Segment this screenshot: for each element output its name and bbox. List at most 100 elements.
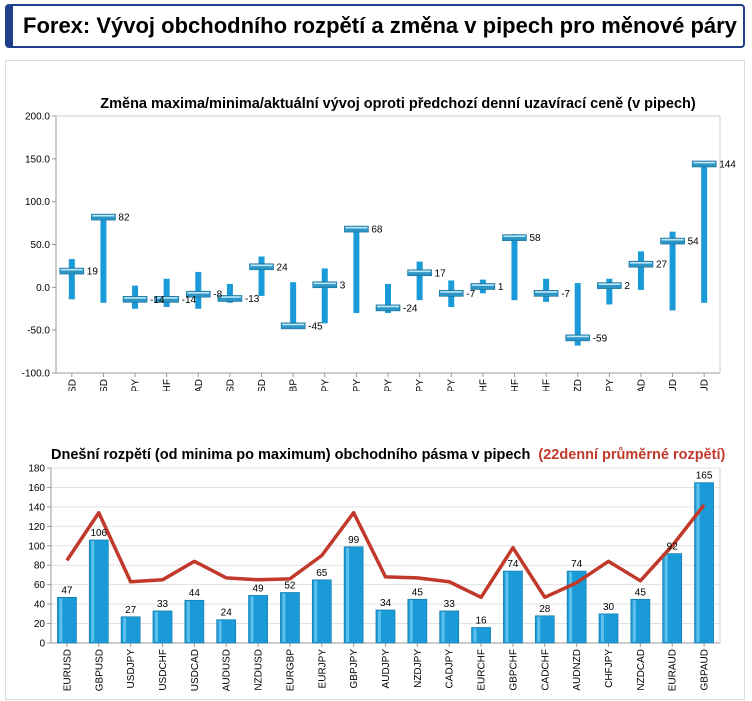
chart2-y-tick-label: 140 — [28, 502, 45, 513]
chart1-data-label: -8 — [213, 290, 222, 301]
chart1-data-label: 17 — [435, 268, 447, 279]
bar-highlight — [282, 593, 286, 642]
chart2-y-tick-label: 0 — [39, 639, 45, 650]
bar-highlight — [505, 572, 509, 642]
range-bar-usdcad — [195, 271, 202, 309]
chart2-x-tick-label: NZDJPY — [413, 649, 424, 688]
chart1-data-label: 58 — [529, 233, 541, 244]
current-marker-usdcad — [185, 290, 211, 298]
chart1-data-label: -13 — [245, 294, 260, 305]
chart1-data-label: -7 — [466, 289, 475, 300]
range-bar-eurjpy — [321, 268, 328, 324]
chart2-title-suffix: (22denní průměrné rozpětí) — [538, 447, 725, 463]
range-bar-nzdcad — [637, 251, 644, 290]
current-marker-highlight — [313, 282, 336, 285]
page-title: Forex: Vývoj obchodního rozpětí a změna … — [23, 13, 737, 38]
avg-22d-line — [65, 503, 706, 600]
chart2-y-tick-label: 60 — [34, 580, 46, 591]
chart2-x-tick-label: EURUSD — [62, 649, 73, 691]
chart2-x-tick-label: GBPUSD — [94, 649, 105, 691]
current-marker-highlight — [661, 238, 684, 241]
header-accent — [7, 6, 13, 46]
current-marker-chfjpy — [597, 282, 622, 289]
current-marker-highlight — [60, 268, 83, 271]
current-marker-audusd — [217, 295, 243, 302]
bar-highlight — [600, 614, 604, 642]
chart2-y-tick-label: 160 — [28, 483, 45, 494]
current-marker-highlight — [250, 264, 273, 267]
chart1-title: Změna maxima/minima/aktuální vývoj oprot… — [100, 96, 696, 112]
chart2-x-tick-label: AUDJPY — [381, 649, 392, 689]
chart1-x-tick-label: NZDJPY — [415, 379, 426, 391]
chart1-y-tick-label: 100.0 — [25, 197, 50, 208]
range-bar-audjpy — [385, 283, 391, 314]
current-marker-eurjpy — [312, 281, 338, 289]
current-marker-highlight — [124, 297, 147, 299]
chart2-x-tick-label: EURCHF — [477, 649, 488, 691]
chart1-x-tick-label: USDCAD — [194, 379, 205, 391]
chart2-data-label: 34 — [380, 598, 392, 609]
chart1-x-tick-label: GBPAUD — [700, 379, 711, 391]
range-bar-eurusd — [68, 259, 75, 300]
current-marker-usdjpy — [122, 296, 148, 303]
chart1-data-label: 19 — [87, 267, 99, 278]
chart1-x-tick-label: AUDNZD — [573, 379, 584, 391]
chart2-data-label: 49 — [253, 583, 265, 594]
bar-highlight — [537, 616, 541, 642]
chart2-x-tick-label: USDJPY — [126, 649, 137, 689]
chart2-y-ticks: 180 160 140 120 100 80 60 40 20 0 — [28, 464, 45, 650]
current-marker-eurchf — [470, 283, 496, 290]
chart1-x-tick-label: EURCHF — [478, 379, 489, 391]
range-bar-nzdusd — [258, 256, 265, 296]
chart2-y-tick-label: 100 — [28, 541, 45, 552]
chart2-data-label: 106 — [90, 528, 107, 539]
chart2-y-tick-label: 80 — [34, 561, 46, 572]
chart1-x-tick-label: GBPJPY — [352, 379, 363, 391]
bar-highlight — [409, 600, 413, 642]
bar-highlight — [314, 580, 318, 642]
current-marker-highlight — [345, 226, 368, 229]
range-bar-gbpaud — [701, 161, 708, 303]
chart2-data-label: 52 — [284, 580, 296, 591]
current-marker-gbpusd — [91, 213, 116, 221]
chart2-x-tick-label: EURGBP — [285, 649, 296, 692]
chart2-y-tick-label: 180 — [28, 464, 45, 475]
range-bar-audnzd — [574, 283, 581, 346]
range-bar-gbpjpy — [353, 227, 360, 314]
bar-highlight — [91, 540, 95, 642]
bar-highlight — [632, 600, 636, 642]
chart2-avg-line — [65, 503, 706, 600]
chart1-x-tick-label: GBPUSD — [99, 379, 110, 391]
chart1-data-label: 68 — [371, 225, 383, 236]
chart2-data-label: 74 — [507, 559, 519, 570]
chart-pip-change: Změna maxima/minima/aktuální vývoj oprot… — [22, 96, 737, 391]
chart1-data-label: 2 — [624, 281, 630, 292]
current-marker-highlight — [629, 262, 652, 264]
range-bar-nzdjpy — [416, 261, 423, 301]
current-marker-highlight — [408, 270, 431, 273]
current-marker-highlight — [155, 297, 178, 299]
chart1-y-tick-label: -50.0 — [27, 326, 50, 337]
current-marker-cadchf — [533, 290, 559, 297]
chart1-x-tick-label: EURGBP — [289, 379, 300, 391]
chart2-data-label: 45 — [635, 587, 647, 598]
current-marker-nzdjpy — [407, 269, 432, 277]
chart2-data-label: 99 — [348, 535, 360, 546]
current-marker-audnzd — [565, 334, 591, 342]
chart1-x-tick-label: USDCHF — [162, 379, 173, 391]
chart2-data-label: 65 — [316, 568, 328, 579]
chart2-data-label: 92 — [667, 542, 679, 553]
chart1-data-label: 82 — [118, 213, 130, 224]
bar-highlight — [123, 617, 127, 642]
chart2-x-tick-label: CADJPY — [445, 649, 456, 689]
chart1-data-label: -59 — [593, 333, 608, 344]
chart2-data-label: 44 — [189, 588, 201, 599]
chart2-x-tick-label: USDCAD — [190, 649, 201, 691]
chart2-x-tick-label: AUDNZD — [572, 649, 583, 691]
chart1-y-tick-label: 200.0 — [25, 112, 50, 123]
chart2-x-tick-label: NZDCAD — [636, 649, 647, 691]
chart2-data-label: 45 — [412, 587, 424, 598]
chart1-data-label: -24 — [403, 303, 418, 314]
chart1-x-tick-label: EURUSD — [67, 379, 78, 391]
chart2-data-label: 33 — [157, 599, 169, 610]
